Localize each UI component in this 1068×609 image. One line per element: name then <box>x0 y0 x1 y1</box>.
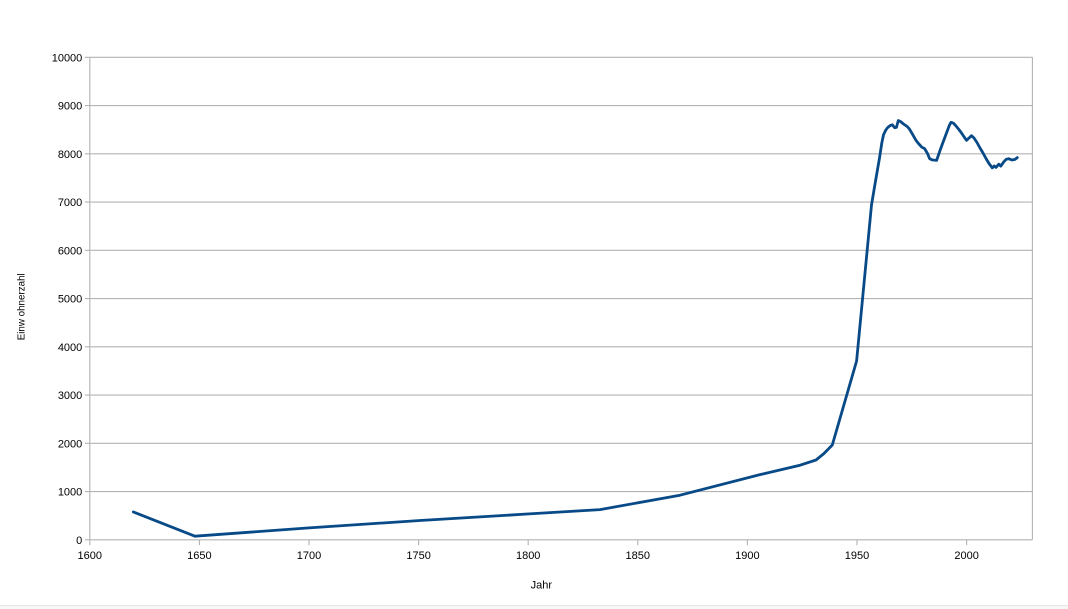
svg-text:6000: 6000 <box>58 245 82 257</box>
svg-text:1800: 1800 <box>516 550 540 562</box>
svg-text:1700: 1700 <box>297 550 321 562</box>
svg-text:1850: 1850 <box>626 550 650 562</box>
svg-text:0: 0 <box>76 535 82 547</box>
svg-text:Jahr: Jahr <box>531 580 553 592</box>
svg-text:1650: 1650 <box>187 550 211 562</box>
svg-text:7000: 7000 <box>58 197 82 209</box>
svg-text:8000: 8000 <box>58 149 82 161</box>
svg-text:5000: 5000 <box>58 294 82 306</box>
svg-text:Einw ohnerzahl: Einw ohnerzahl <box>16 273 27 340</box>
svg-text:1600: 1600 <box>78 550 102 562</box>
svg-text:10000: 10000 <box>52 52 83 64</box>
svg-text:4000: 4000 <box>58 342 82 354</box>
svg-text:1000: 1000 <box>58 487 82 499</box>
svg-text:2000: 2000 <box>954 550 978 562</box>
svg-text:9000: 9000 <box>58 101 82 113</box>
svg-text:1750: 1750 <box>406 550 430 562</box>
svg-text:1900: 1900 <box>735 550 759 562</box>
svg-text:3000: 3000 <box>58 390 82 402</box>
svg-text:2000: 2000 <box>58 438 82 450</box>
svg-text:1950: 1950 <box>845 550 869 562</box>
